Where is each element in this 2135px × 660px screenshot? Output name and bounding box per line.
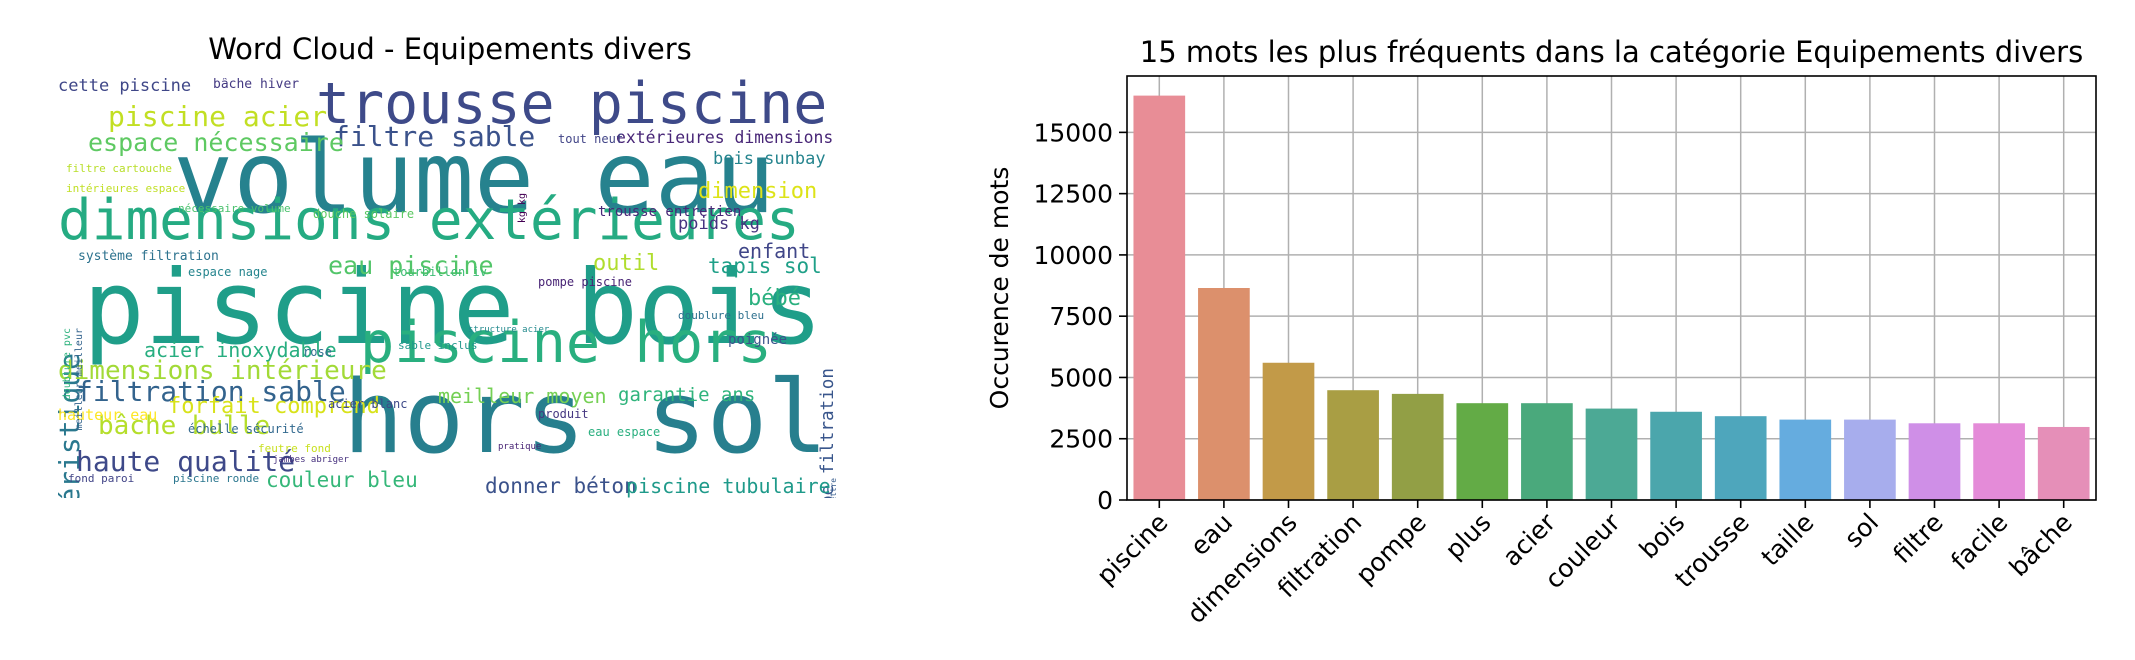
y-tick-label: 12500	[1033, 180, 1113, 209]
x-tick-label: bois	[1634, 508, 1691, 565]
bar-chart-title: 15 mots les plus fréquents dans la catég…	[1140, 35, 2083, 69]
wordcloud-word: volume eau	[173, 119, 776, 236]
wordcloud-word: trousse entretien	[598, 204, 742, 220]
wordcloud-word: rose	[303, 345, 332, 359]
wordcloud-word: hors sol	[343, 359, 829, 476]
bar-pompe	[1391, 393, 1444, 500]
wordcloud-word: garantie ans	[618, 384, 756, 406]
wordcloud-word: cette piscine	[58, 78, 192, 96]
wordcloud-word: système filtration	[78, 249, 219, 264]
x-tick-label: piscine	[1091, 508, 1174, 591]
wordcloud-word: bâche hiver	[213, 78, 300, 92]
bar-piscine	[1133, 95, 1186, 500]
wordcloud-word: plat permettre	[829, 478, 838, 498]
wordcloud-word: dimensions extérieures	[58, 188, 800, 253]
wordcloud-word: piscine hors	[360, 310, 772, 376]
wordcloud-word: eau espace	[588, 425, 661, 439]
y-tick-label: 15000	[1033, 118, 1113, 147]
x-tick-label: plus	[1439, 508, 1496, 565]
bar-filtration	[1327, 390, 1379, 500]
bar-eau	[1198, 288, 1250, 500]
bar-filtre	[1908, 423, 1961, 500]
bar-facile	[1973, 423, 2025, 500]
wordcloud-word: extérieures dimensions	[616, 128, 834, 147]
bar-plus	[1456, 403, 1509, 500]
wordcloud-word: trousse piscine	[316, 78, 828, 137]
wordcloud-word: douche solaire	[313, 207, 415, 221]
wordcloud-word: espace nécessaire	[88, 128, 344, 157]
wordcloud: hors sol piscine bois volume eau trousse pi…	[58, 78, 838, 498]
wordcloud-word: outil	[593, 251, 660, 276]
y-axis-label: Occurence de mots	[985, 167, 1014, 410]
wordcloud-word: fond paroi	[68, 472, 135, 485]
wordcloud-word: intérieures espace	[66, 182, 186, 195]
wordcloud-word: piscine acier	[108, 100, 328, 133]
x-tick-label: sol	[1839, 508, 1884, 553]
wordcloud-word: forfait comprend	[168, 394, 380, 419]
y-tick-label: 10000	[1033, 241, 1113, 270]
wordcloud-word: dimensions intérieure	[58, 356, 387, 386]
wordcloud-word: donner béton	[485, 474, 637, 498]
wordcloud-word: couleur bleu	[266, 468, 418, 492]
wordcloud-word: acier blanc	[328, 397, 408, 411]
wordcloud-word: doublure pvc	[62, 328, 73, 401]
wordcloud-word: bâche bulle	[98, 411, 271, 441]
y-tick-label: 7500	[1049, 302, 1113, 331]
wordcloud-word: bois sunbay	[713, 149, 826, 169]
wordcloud-word: feutre fond	[258, 442, 331, 455]
wordcloud-word: tapis sol	[708, 254, 822, 278]
x-tick-label: taille	[1756, 508, 1820, 572]
bar-trousse	[1714, 416, 1767, 500]
x-tick-label: bâche	[2004, 508, 2078, 582]
wordcloud-word: acier inoxydable	[144, 338, 337, 362]
wordcloud-word: meilleur meilleur	[74, 328, 85, 431]
wordcloud-word: jambes abriger	[273, 455, 349, 465]
wordcloud-word: pratique	[498, 442, 542, 452]
wordcloud-title: Word Cloud - Equipements divers	[208, 32, 692, 66]
wordcloud-word: filtre cartouche	[66, 162, 172, 175]
y-tick-label: 0	[1097, 486, 1113, 515]
wordcloud-word: hauteur eau	[58, 406, 158, 424]
wordcloud-word: dimension	[698, 179, 818, 204]
bar-bois	[1650, 411, 1702, 500]
x-tick-label: filtre	[1888, 508, 1949, 569]
bar-bâche	[2037, 426, 2090, 500]
x-tick-label: facile	[1945, 508, 2013, 576]
wordcloud-word: piscine tubulaire	[626, 474, 831, 498]
wordcloud-word: bébé	[748, 286, 801, 311]
wordcloud-word: poids kg	[678, 214, 760, 234]
wordcloud-word: poignée	[728, 332, 788, 348]
wordcloud-word: produit	[538, 407, 589, 421]
wordcloud-word: nécessaire volume	[178, 202, 291, 215]
wordcloud-word: filtration sable	[76, 375, 346, 408]
wordcloud-word: piscine bois	[83, 249, 823, 368]
wordcloud-word: filtre sable	[333, 120, 536, 153]
wordcloud-word: piscine ronde	[173, 472, 260, 485]
wordcloud-word: kg kg	[517, 193, 528, 224]
wordcloud-word: espace nage	[188, 265, 268, 279]
wordcloud-word: échelle sécurité	[188, 422, 304, 436]
wordcloud-word: tout neuf	[558, 132, 624, 146]
x-tick-label: pompe	[1350, 508, 1432, 590]
wordcloud-word: sable inclus	[398, 339, 478, 352]
wordcloud-word: eau piscine	[328, 251, 494, 280]
wordcloud-word: meilleur moyen	[438, 384, 607, 408]
bar-acier	[1521, 403, 1573, 500]
y-tick-label: 5000	[1049, 363, 1113, 392]
bar-dimensions	[1262, 362, 1315, 500]
wordcloud-word: doublure bleu	[678, 309, 765, 322]
bar-sol	[1844, 419, 1896, 500]
x-tick-label: eau	[1185, 508, 1238, 561]
wordcloud-word: haute qualité	[76, 445, 296, 478]
bar-taille	[1779, 419, 1832, 500]
wordcloud-word: pompe piscine	[538, 275, 632, 289]
y-tick-label: 2500	[1049, 425, 1113, 454]
wordcloud-word: structure acier	[468, 325, 550, 335]
wordcloud-word: enfant	[738, 239, 811, 263]
wordcloud-word: tourbillon iv	[393, 265, 487, 279]
bar-couleur	[1585, 408, 1638, 500]
